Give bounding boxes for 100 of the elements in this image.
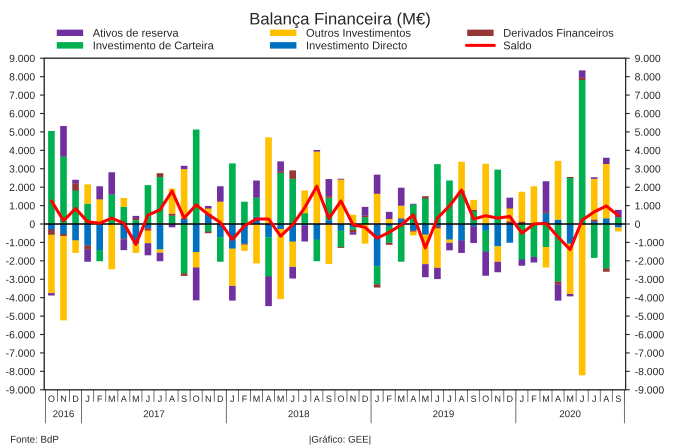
x-tick-label: J (435, 396, 440, 402)
y2-tick-label: -5.000 (635, 312, 664, 320)
x-tick-label: S (471, 396, 476, 402)
x-tick-label: O (48, 396, 55, 402)
legend-label: Ativos de reserva (92, 28, 179, 37)
legend-label: Outros Investimentos (306, 28, 411, 37)
x-tick-label: A (555, 396, 562, 402)
text: |Gráfico: GEE| (310, 435, 370, 445)
y2-tick-label: 0 (635, 220, 640, 228)
x-tick-label: A (266, 396, 272, 402)
text: 2016 (53, 410, 74, 418)
y-tick-label: -9.000 (6, 386, 35, 394)
x-tick-label: D (218, 396, 224, 402)
x-tick-label: F (98, 396, 102, 402)
x-tick-label: M (542, 396, 550, 402)
x-tick-label: N (495, 396, 500, 402)
x-tick-label: M (132, 396, 139, 402)
x-tick-label: O (482, 396, 489, 402)
chart-title: Balança Financeira (M€) (250, 12, 430, 28)
x-tick-label: M (108, 396, 115, 402)
x-tick-label: N (350, 396, 356, 402)
x-tick-label: J (375, 396, 379, 402)
x-tick-label: D (362, 396, 368, 402)
x-tick-label: F (242, 396, 247, 402)
x-tick-label: J (302, 396, 306, 402)
y-tick-label: 1.000 (10, 202, 35, 210)
y-tick-label: 9.000 (10, 54, 35, 62)
y2-tick-label: 4.000 (634, 146, 660, 154)
y-tick-label: -3.000 (6, 276, 35, 284)
y-tick-label: 5.000 (10, 128, 35, 136)
y2-tick-label: 1.000 (635, 202, 660, 210)
x-tick-label: J (520, 396, 524, 402)
y2-tick-label: 3.000 (635, 165, 660, 173)
x-tick-label: A (458, 396, 465, 402)
x-tick-label: O (338, 396, 344, 402)
y-tick-label: 4.000 (9, 146, 35, 154)
y2-tick-label: 5.000 (635, 128, 660, 136)
x-tick-label: D (507, 396, 513, 402)
y2-tick-label: 2.000 (635, 184, 660, 192)
x-tick-label: A (169, 396, 176, 402)
x-tick-label: M (567, 396, 574, 402)
x-tick-label: J (592, 396, 596, 402)
y2-tick-label: 9.000 (635, 54, 660, 62)
x-tick-label: J (290, 396, 294, 402)
y2-tick-label: -4.000 (635, 294, 664, 302)
x-tick-label: F (387, 396, 392, 402)
y-tick-label: 2.000 (10, 184, 35, 192)
y-tick-label: -8.000 (6, 368, 35, 376)
x-tick-label: J (86, 396, 90, 402)
legend-label: Investimento de Carteira (94, 41, 214, 50)
y-tick-label: -4.000 (6, 294, 35, 302)
x-tick-label: A (314, 396, 320, 402)
y2-tick-label: -3.000 (635, 276, 664, 284)
y-tick-label: 8.000 (10, 73, 35, 81)
x-tick-label: M (278, 396, 284, 402)
x-tick-label: D (73, 396, 78, 402)
text: 2019 (433, 410, 454, 418)
x-tick-label: F (532, 396, 536, 402)
y-tick-label: 0 (30, 220, 35, 228)
x-tick-label: J (230, 396, 234, 402)
x-tick-label: N (206, 396, 211, 402)
y-tick-label: 3.000 (10, 165, 35, 173)
text: 2020 (560, 410, 581, 418)
legend-label: Investimento Directo (307, 41, 407, 50)
x-tick-label: M (398, 396, 404, 402)
x-tick-label: S (616, 396, 621, 402)
y-tick-label: 7.000 (10, 92, 35, 99)
y2-tick-label: -8.000 (635, 368, 664, 376)
source-note: Fonte: BdP (11, 436, 58, 443)
y-tick-label: 6.000 (10, 110, 35, 118)
x-tick-label: J (158, 396, 162, 402)
x-tick-label: J (447, 396, 452, 402)
text: 2017 (144, 410, 164, 418)
y2-tick-label: 7.000 (635, 92, 660, 99)
legend-label: Derivados Financeiros (504, 28, 614, 37)
x-tick-label: J (146, 396, 150, 402)
y-tick-label: -2.000 (6, 257, 35, 265)
y2-tick-label: -7.000 (635, 349, 664, 357)
y-tick-label: -5.000 (6, 312, 35, 320)
y2-tick-label: -6.000 (635, 331, 664, 338)
legend-label: Saldo (504, 41, 532, 50)
x-tick-label: A (120, 396, 127, 402)
y-tick-label: -7.000 (6, 349, 35, 357)
x-tick-label: J (580, 396, 584, 402)
x-tick-label: A (603, 396, 610, 402)
x-tick-label: S (326, 396, 332, 402)
x-tick-label: N (60, 396, 66, 402)
y2-tick-label: -1.000 (635, 238, 664, 246)
text: 2018 (288, 410, 310, 418)
y-tick-label: -1.000 (6, 238, 35, 246)
y2-tick-label: -9.000 (635, 386, 664, 394)
x-tick-label: M (422, 396, 428, 402)
x-tick-label: A (410, 396, 416, 402)
y-tick-label: -6.000 (6, 331, 35, 338)
y2-tick-label: 6.000 (635, 110, 660, 118)
y2-tick-label: 8.000 (635, 73, 660, 81)
y2-tick-label: -2.000 (635, 257, 664, 265)
x-tick-label: M (253, 396, 260, 402)
x-tick-label: S (182, 396, 187, 402)
x-tick-label: O (193, 396, 200, 402)
